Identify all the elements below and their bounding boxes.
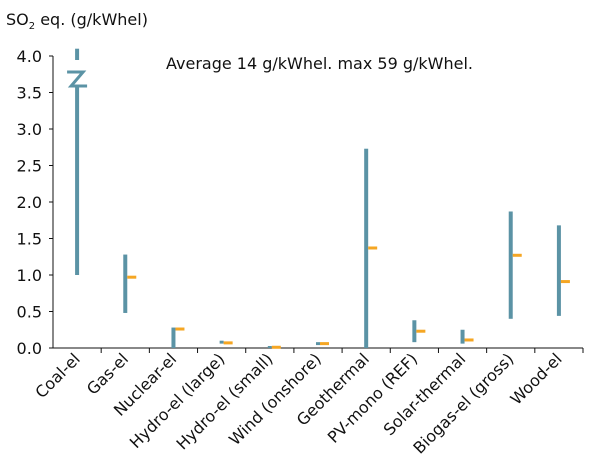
range-bar: [556, 225, 561, 316]
y-axis-label-subscript: 2: [29, 21, 35, 32]
y-axis-label: SO2 eq. (g/kWhel): [6, 10, 148, 32]
typical-marker: [560, 280, 570, 284]
range-bar: [123, 254, 128, 313]
axes: [49, 55, 584, 353]
range-bar: [508, 211, 513, 319]
typical-marker: [416, 329, 426, 333]
range-bar: [412, 320, 417, 343]
typical-marker: [271, 345, 281, 349]
axis-break-zigzag: [67, 70, 88, 88]
range-bar: [219, 340, 224, 344]
range-bar: [171, 327, 176, 348]
chart-labels: 0.00.51.01.52.02.53.03.54.0Coal-elGas-el…: [17, 47, 566, 458]
range-bar: [267, 346, 272, 348]
typical-marker: [175, 327, 185, 331]
y-axis-label-rest: eq. (g/kWhel): [35, 10, 148, 29]
y-tick-label: 1.0: [17, 266, 42, 285]
range-bar: [460, 329, 465, 344]
y-tick-label: 4.0: [17, 47, 42, 66]
y-tick-label: 0.0: [17, 339, 42, 358]
typical-marker: [127, 275, 137, 279]
range-bar: [316, 342, 320, 346]
range-bar: [364, 148, 369, 348]
y-tick-label: 2.0: [17, 193, 42, 212]
x-tick-label: Wood-el: [507, 349, 566, 408]
y-tick-label: 3.5: [17, 84, 42, 103]
typical-marker: [223, 341, 233, 345]
typical-marker: [512, 253, 522, 257]
chart-marks: [67, 48, 570, 349]
typical-marker: [320, 342, 329, 346]
chart-annotation: Average 14 g/kWhel. max 59 g/kWhel.: [166, 54, 473, 73]
typical-marker: [464, 338, 474, 342]
y-tick-label: 2.5: [17, 157, 42, 176]
y-axis-label-main: SO: [6, 10, 29, 29]
y-tick-label: 1.5: [17, 230, 42, 249]
y-tick-label: 0.5: [17, 303, 42, 322]
typical-marker: [368, 246, 378, 250]
y-tick-label: 3.0: [17, 120, 42, 139]
